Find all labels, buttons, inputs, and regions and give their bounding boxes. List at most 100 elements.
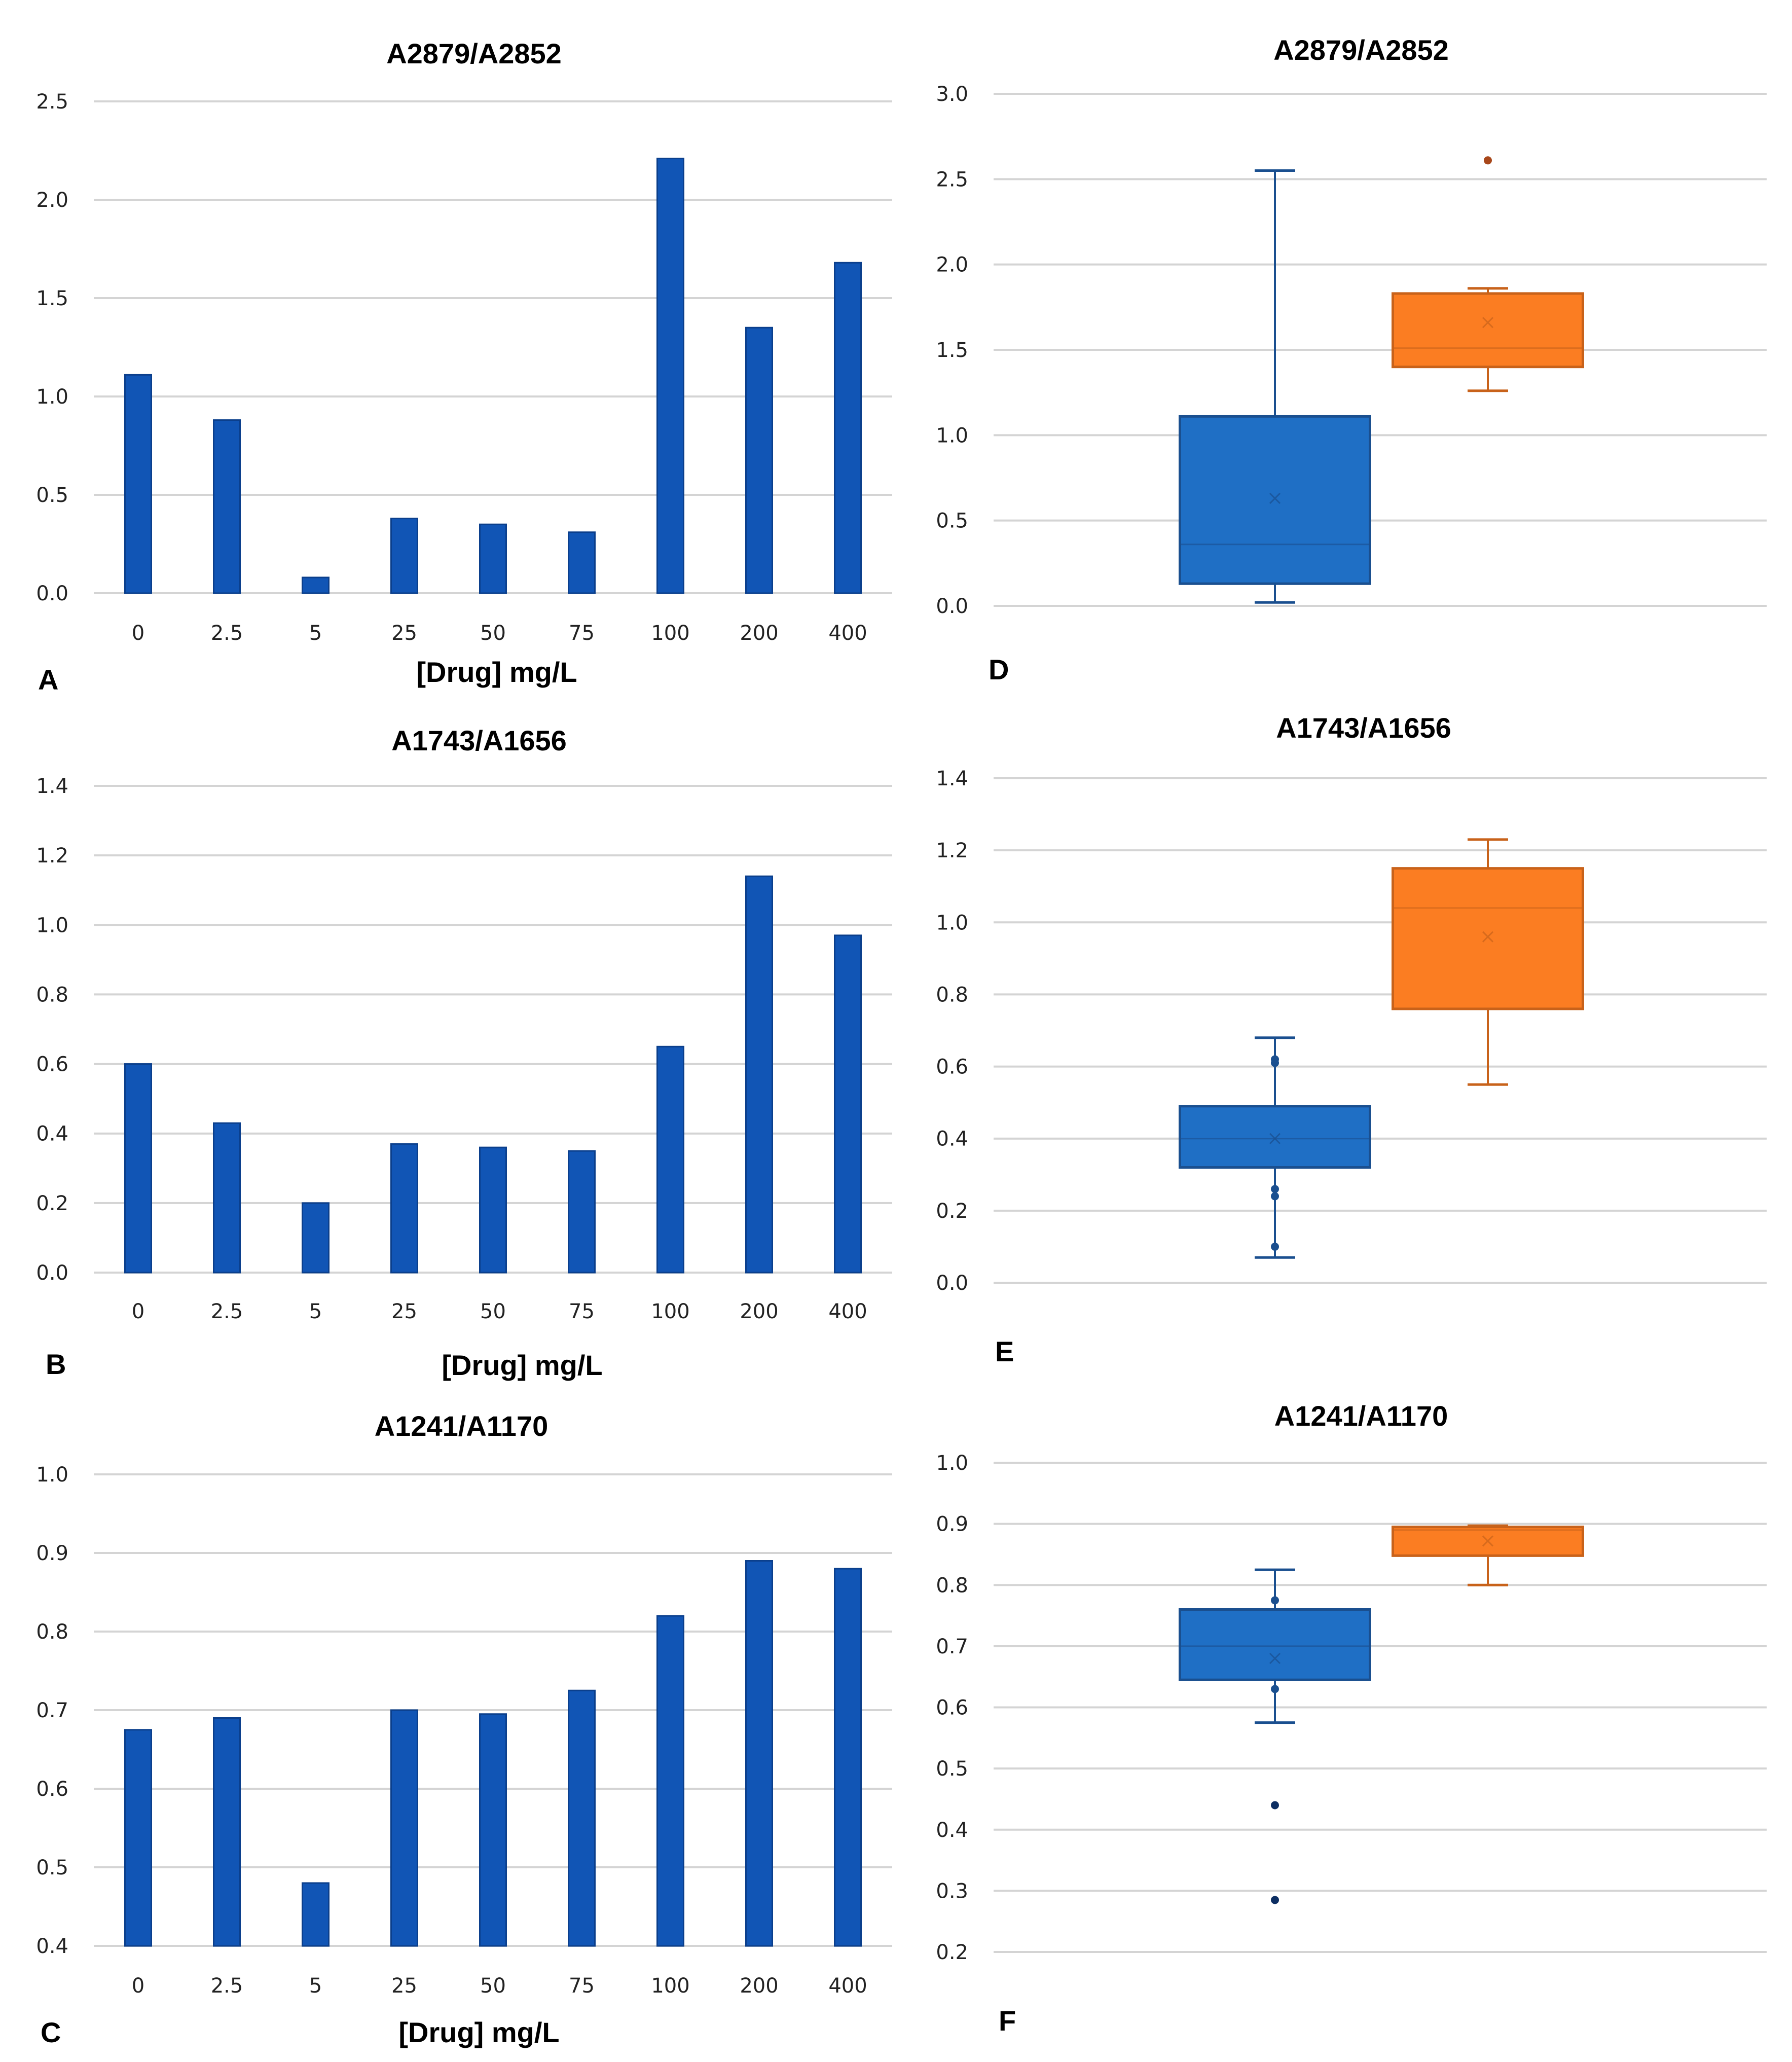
bar-0 [124,1063,152,1274]
y-tick-label: 1.0 [36,1463,68,1487]
box-orange [1392,156,1584,392]
panel-letter: C [41,2016,61,2048]
panel-letter: A [38,664,58,696]
x-tick-label: 5 [309,622,322,645]
y-tick-label: 1.4 [36,775,68,798]
x-axis-label: [Drug] mg/L [416,656,577,688]
x-tick-label: 0 [132,1974,144,1998]
x-tick-label: 5 [309,1300,322,1323]
x-tick-label: 25 [391,1974,417,1998]
mean-marker [1269,492,1281,504]
panel-e: A1743/A1656 0.0 0.2 0.4 0.6 0.8 1.0 1.2 1.4 E [936,712,1767,1367]
y-tick-label: 0.8 [36,1620,68,1644]
y-tick-label: 0.6 [936,1056,968,1079]
bar-5 [302,1882,330,1947]
y-tick-label: 0.4 [936,1819,968,1842]
y-tick-label: 0.8 [936,983,968,1006]
chart-title: A2879/A2852 [386,38,562,69]
panel-f: A1241/A1170 0.2 0.3 0.4 0.5 0.6 0.7 0.8 0.9 1.0 F [936,1400,1767,2037]
bar-25 [390,1709,418,1947]
chart-title: A1743/A1656 [1276,712,1451,744]
panel-letter: B [46,1348,66,1380]
x-tick-label: 75 [569,1974,595,1998]
data-point [1271,1242,1279,1251]
x-tick-label: 100 [651,1300,689,1323]
x-tick-label: 200 [740,1974,778,1998]
y-tick-label: 0.5 [936,1757,968,1781]
y-tick-label: 0.6 [936,1696,968,1720]
x-tick-label: 50 [480,1300,506,1323]
y-tick-label: 0.4 [936,1128,968,1151]
x-tick-label: 0 [132,622,144,645]
x-tick-label: 75 [569,622,595,645]
x-tick-label: 400 [828,622,867,645]
y-tick-label: 1.4 [936,767,968,790]
bar-100 [656,158,684,594]
y-tick-label: 1.5 [936,339,968,362]
panel-d: A2879/A2852 0.0 0.5 1.0 1.5 2.0 2.5 3.0 D [936,34,1767,685]
y-tick-label: 1.0 [936,1452,968,1475]
x-tick-label: 200 [740,1300,778,1323]
bar-2.5 [213,1717,241,1947]
box-orange [1392,838,1584,1086]
panel-letter: D [989,654,1009,685]
y-tick-label: 2.5 [36,90,68,114]
y-tick-label: 0.2 [36,1192,68,1215]
x-tick-label: 2.5 [211,1974,243,1998]
box-iqr [1179,415,1371,585]
y-tick-label: 1.0 [936,424,968,447]
outlier-point [1271,1801,1279,1810]
y-tick-label: 1.0 [36,385,68,409]
y-tick-label: 1.2 [936,839,968,862]
outlier-point [1271,1896,1279,1904]
y-tick-label: 2.0 [36,189,68,212]
bar-200 [745,875,773,1274]
x-tick-label: 5 [309,1974,322,1998]
x-tick-label: 2.5 [211,1300,243,1323]
bar-2.5 [213,1122,241,1274]
panel-letter: E [995,1335,1014,1367]
bar-0 [124,374,152,594]
x-tick-label: 25 [391,1300,417,1323]
x-tick-label: 400 [828,1300,867,1323]
x-axis-label: [Drug] mg/L [398,2016,559,2048]
x-tick-label: 25 [391,622,417,645]
mean-marker [1482,931,1494,943]
y-tick-label: 0.2 [936,1941,968,1964]
x-tick-label: 50 [480,1974,506,1998]
bar-5 [302,576,330,594]
y-tick-label: 0.0 [936,1272,968,1295]
y-tick-label: 0.3 [936,1879,968,1903]
chart-title: A1743/A1656 [391,725,567,756]
x-tick-label: 2.5 [211,622,243,645]
y-tick-label: 0.8 [936,1574,968,1597]
bar-400 [834,934,862,1274]
bar-400 [834,1568,862,1947]
y-tick-label: 0.8 [36,983,68,1006]
y-tick-label: 2.0 [936,254,968,277]
x-tick-label: 75 [569,1300,595,1323]
bar-75 [568,531,596,594]
bar-25 [390,1143,418,1274]
bar-75 [568,1150,596,1274]
y-tick-label: 0.7 [36,1699,68,1722]
y-tick-label: 0.4 [36,1123,68,1146]
x-tick-label: 200 [740,622,778,645]
x-axis-label: [Drug] mg/L [442,1349,602,1381]
y-tick-label: 1.0 [36,914,68,937]
box-blue [1179,169,1371,604]
x-tick-label: 400 [828,1974,867,1998]
bar-2.5 [213,419,241,594]
x-tick-label: 50 [480,622,506,645]
y-tick-label: 0.2 [936,1200,968,1223]
chart-title: A1241/A1170 [1274,1400,1448,1432]
panel-c: A1241/A1170 0.4 0.5 0.6 0.7 0.8 0.9 1.0 C 0 2.5 5 25… [36,1410,892,2048]
y-tick-label: 0.6 [36,1778,68,1801]
y-tick-label: 1.2 [36,844,68,867]
bar-25 [390,518,418,594]
outlier-point [1484,156,1492,165]
y-tick-label: 2.5 [936,168,968,191]
y-tick-label: 0.5 [36,1856,68,1879]
bar-200 [745,327,773,594]
